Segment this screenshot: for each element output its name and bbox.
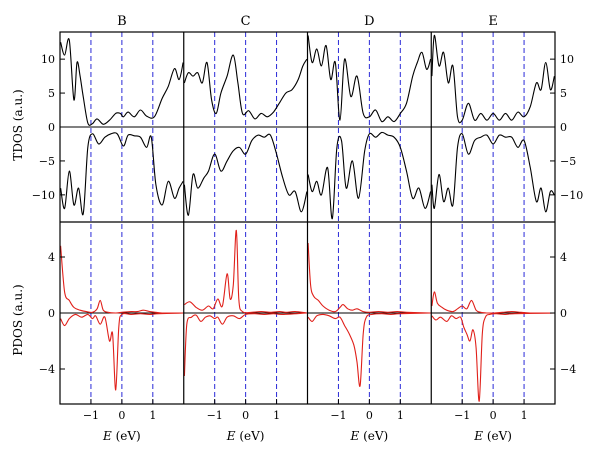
tdos-curve-D-up: [307, 35, 432, 123]
tdos-ytick-label-right-3: 5: [560, 87, 567, 100]
tdos-curve-B-up: [60, 38, 184, 126]
tdos-ytick-label-right-4: 10: [560, 53, 574, 66]
panel-title-E: E: [488, 14, 498, 29]
pdos-curve-C-down: [183, 312, 307, 377]
xtick-label-E-1: 0: [490, 409, 497, 422]
xtick-label-D-0: −1: [330, 409, 346, 422]
xtick-label-C-1: 0: [242, 409, 249, 422]
tdos-curve-C-up: [183, 54, 308, 120]
pdos-curve-C-up: [184, 229, 307, 314]
xtick-label-B-1: 0: [118, 409, 125, 422]
panel-title-D: D: [364, 14, 374, 29]
pdos-curve-B-up: [60, 245, 184, 314]
pdos-curve-D-up: [307, 242, 431, 314]
pdos-ytick-label-right-0: −4: [560, 363, 576, 376]
tdos-curve-C-down: [183, 133, 308, 216]
tdos-curve-D-down: [307, 131, 432, 220]
xlabel-unit: (eV): [483, 429, 512, 443]
xlabel-unit: (eV): [112, 429, 141, 443]
pdos-curve-D-down: [307, 312, 431, 387]
xtick-label-C-0: −1: [207, 409, 223, 422]
xlabel-symbol: E: [226, 429, 236, 443]
xtick-label-E-0: −1: [454, 409, 470, 422]
panel-title-C: C: [241, 14, 251, 29]
xlabel-symbol: E: [473, 429, 483, 443]
pdos-curve-E-down: [431, 312, 555, 402]
pdos-curve-E-up: [431, 291, 555, 314]
tdos-ytick-label-right-2: 0: [560, 121, 567, 134]
pdos-ytick-label-right-1: 0: [560, 307, 567, 320]
tdos-curve-E-up: [431, 34, 555, 124]
tdos-ylabel: TDOS (a.u.): [11, 89, 25, 160]
xlabel-unit: (eV): [359, 429, 388, 443]
xlabel-B: E (eV): [102, 429, 141, 443]
tdos-curve-E-down: [431, 133, 555, 213]
xtick-label-B-2: 1: [149, 409, 156, 422]
tdos-ytick-label-left-4: 10: [41, 53, 55, 66]
tdos-ytick-label-left-0: −10: [32, 189, 55, 202]
tdos-ytick-label-left-2: 0: [48, 121, 55, 134]
xtick-label-C-2: 1: [273, 409, 280, 422]
xtick-label-B-0: −1: [83, 409, 99, 422]
tdos-ytick-label-right-0: −10: [560, 189, 583, 202]
tdos-ytick-label-left-3: 5: [48, 87, 55, 100]
xtick-label-E-2: 1: [521, 409, 528, 422]
pdos-ytick-label-right-2: 4: [560, 251, 567, 264]
pdos-ylabel: PDOS (a.u.): [11, 284, 25, 355]
tdos-curve-B-down: [60, 132, 184, 216]
tdos-ytick-label-left-1: −5: [39, 155, 55, 168]
xlabel-E: E (eV): [473, 429, 512, 443]
xlabel-unit: (eV): [236, 429, 265, 443]
xtick-label-D-2: 1: [397, 409, 404, 422]
xlabel-C: E (eV): [226, 429, 265, 443]
tdos-ytick-label-right-1: −5: [560, 155, 576, 168]
pdos-curve-B-down: [60, 312, 184, 391]
xtick-label-D-1: 0: [366, 409, 373, 422]
pdos-ytick-label-left-1: 0: [48, 307, 55, 320]
pdos-ytick-label-left-0: −4: [39, 363, 55, 376]
panel-title-B: B: [117, 14, 127, 29]
pdos-ytick-label-left-2: 4: [48, 251, 55, 264]
xlabel-symbol: E: [102, 429, 112, 443]
xlabel-symbol: E: [350, 429, 360, 443]
xlabel-D: E (eV): [350, 429, 389, 443]
